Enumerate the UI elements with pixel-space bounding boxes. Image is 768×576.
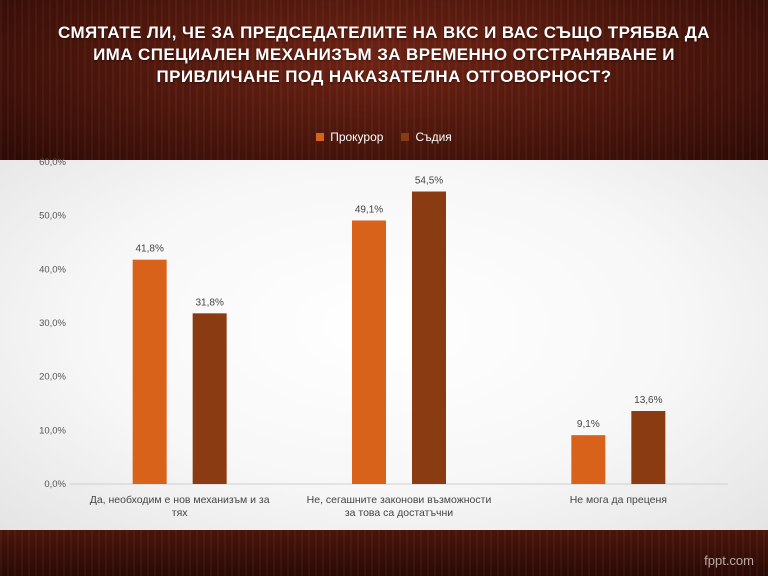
- data-label: 13,6%: [634, 395, 662, 406]
- x-category-label: тях: [172, 507, 188, 519]
- bar-prokuror: [571, 435, 606, 484]
- bar-prokuror: [132, 259, 167, 484]
- data-label: 41,8%: [135, 244, 163, 255]
- legend-item-sadia: Съдия: [401, 130, 452, 144]
- legend-item-prokuror: Прокурор: [316, 130, 383, 144]
- y-tick-label: 20,0%: [39, 372, 66, 383]
- bar-sadia: [192, 313, 227, 484]
- x-category-label: Не, сегашните законови възможности: [307, 494, 492, 506]
- legend-label-sadia: Съдия: [415, 130, 452, 144]
- legend-swatch-sadia: [401, 133, 410, 141]
- y-tick-label: 40,0%: [39, 264, 66, 275]
- y-tick-label: 60,0%: [39, 157, 66, 168]
- y-tick-label: 10,0%: [39, 425, 66, 436]
- slide-header-background: [0, 0, 768, 170]
- x-category-label: Не мога да преценя: [570, 494, 667, 506]
- y-tick-label: 50,0%: [39, 211, 66, 222]
- bar-prokuror: [352, 220, 386, 484]
- data-label: 49,1%: [355, 204, 383, 215]
- y-tick-label: 30,0%: [39, 318, 66, 329]
- slide-title: СМЯТАТЕ ЛИ, ЧЕ ЗА ПРЕДСЕДАТЕЛИТЕ НА ВКС …: [58, 23, 710, 86]
- bar-sadia: [631, 411, 666, 484]
- y-tick-label: 0,0%: [44, 479, 66, 490]
- legend-swatch-prokuror: [316, 133, 325, 141]
- fppt-watermark: fppt.com: [704, 553, 754, 568]
- chart-legend: Прокурор Съдия: [0, 130, 768, 144]
- bar-sadia: [412, 191, 446, 484]
- x-category-label: Да, необходим е нов механизъм и за: [90, 494, 270, 506]
- slide-footer-background: [0, 530, 768, 576]
- data-label: 31,8%: [195, 297, 223, 308]
- legend-label-prokuror: Прокурор: [330, 130, 384, 144]
- data-label: 54,5%: [415, 176, 443, 187]
- data-label: 9,1%: [577, 419, 600, 430]
- x-category-label: за това са достатъчни: [345, 507, 453, 519]
